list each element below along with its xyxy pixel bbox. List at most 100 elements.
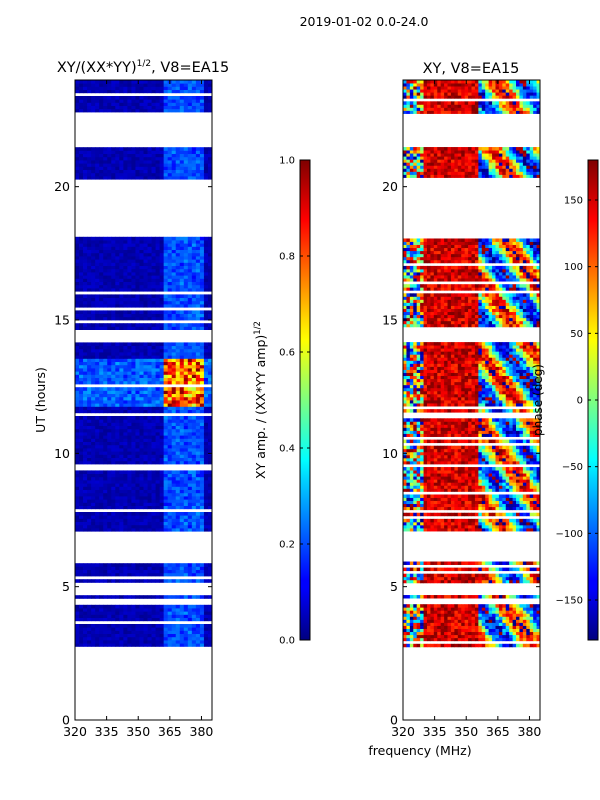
heatmap-cell bbox=[127, 390, 132, 394]
heatmap-cell bbox=[171, 416, 177, 420]
heatmap-cell bbox=[99, 438, 104, 442]
heatmap-cell bbox=[171, 428, 177, 433]
heatmap-cell bbox=[199, 640, 205, 644]
heatmap-cell bbox=[191, 316, 197, 321]
heatmap-cell bbox=[151, 457, 156, 462]
heatmap-cell bbox=[191, 617, 197, 622]
heatmap-cell bbox=[159, 569, 165, 574]
heatmap-cell bbox=[151, 627, 156, 631]
heatmap-cell bbox=[155, 473, 161, 478]
heatmap-cell bbox=[175, 288, 181, 292]
heatmap-cell bbox=[151, 528, 156, 532]
heatmap-cell bbox=[187, 454, 193, 458]
heatmap-cell bbox=[99, 480, 104, 484]
heatmap-cell bbox=[519, 518, 524, 523]
heatmap-cell bbox=[512, 616, 517, 620]
heatmap-cell bbox=[457, 524, 462, 529]
heatmap-cell bbox=[526, 567, 531, 572]
heatmap-cell bbox=[426, 619, 431, 623]
heatmap-cell bbox=[75, 246, 80, 250]
heatmap-cell bbox=[171, 400, 177, 404]
heatmap-cell bbox=[151, 249, 156, 254]
heatmap-cell bbox=[111, 406, 116, 410]
heatmap-cell bbox=[147, 297, 152, 302]
heatmap-cell bbox=[505, 634, 510, 639]
heatmap-cell bbox=[502, 625, 507, 629]
heatmap-cell bbox=[509, 567, 513, 572]
heatmap-cell bbox=[175, 304, 181, 308]
heatmap-cell bbox=[199, 265, 205, 270]
heatmap-cell bbox=[488, 622, 493, 626]
heatmap-cell bbox=[167, 153, 173, 158]
heatmap-cell bbox=[516, 613, 520, 617]
heatmap-cell bbox=[179, 470, 185, 474]
heatmap-cell bbox=[195, 153, 201, 158]
heatmap-cell bbox=[151, 518, 156, 522]
heatmap-cell bbox=[203, 636, 209, 641]
heatmap-cell bbox=[147, 595, 152, 599]
heatmap-cell bbox=[127, 236, 132, 241]
heatmap-cell bbox=[103, 374, 108, 378]
heatmap-cell bbox=[111, 172, 116, 177]
heatmap-cell bbox=[403, 561, 407, 565]
heatmap-cell bbox=[87, 496, 92, 500]
heatmap-cell bbox=[95, 611, 100, 615]
heatmap-cell bbox=[87, 457, 92, 462]
heatmap-cell bbox=[207, 150, 212, 154]
heatmap-cell bbox=[107, 265, 112, 270]
heatmap-cell bbox=[87, 438, 92, 442]
heatmap-cell bbox=[87, 569, 92, 574]
heatmap-cell bbox=[187, 147, 193, 151]
heatmap-cell bbox=[103, 368, 108, 372]
heatmap-cell bbox=[115, 604, 120, 609]
heatmap-cell bbox=[512, 518, 517, 523]
heatmap-cell bbox=[199, 105, 205, 110]
heatmap-cell bbox=[107, 617, 112, 622]
heatmap-cell bbox=[447, 610, 452, 614]
heatmap-cell bbox=[207, 83, 212, 87]
heatmap-cell bbox=[79, 460, 84, 465]
heatmap-cell bbox=[107, 288, 112, 292]
heatmap-cell bbox=[95, 486, 100, 490]
heatmap-cell bbox=[179, 380, 185, 385]
heatmap-cell bbox=[464, 634, 469, 639]
heatmap-cell bbox=[155, 387, 161, 391]
heatmap-cell bbox=[127, 246, 132, 250]
heatmap-cell bbox=[159, 160, 165, 164]
heatmap-cell bbox=[191, 505, 197, 510]
heatmap-cell bbox=[409, 628, 414, 633]
heatmap-cell bbox=[171, 374, 177, 378]
heatmap-cell bbox=[203, 105, 209, 110]
heatmap-cell bbox=[464, 631, 469, 636]
heatmap-cell bbox=[123, 422, 128, 426]
heatmap-cell bbox=[79, 355, 84, 359]
heatmap-cell bbox=[107, 387, 112, 391]
heatmap-cell bbox=[199, 473, 205, 478]
heatmap-cell bbox=[187, 99, 193, 103]
heatmap-cell bbox=[454, 637, 459, 642]
heatmap-cell bbox=[91, 259, 96, 263]
heatmap-cell bbox=[151, 489, 156, 494]
heatmap-cell bbox=[147, 435, 152, 439]
heatmap-cell bbox=[119, 236, 124, 241]
heatmap-cell bbox=[119, 611, 124, 615]
heatmap-cell bbox=[195, 460, 201, 465]
heatmap-cell bbox=[430, 619, 435, 623]
heatmap-cell bbox=[207, 396, 212, 401]
heatmap-cell bbox=[175, 102, 181, 106]
heatmap-cell bbox=[119, 617, 124, 622]
heatmap-cell bbox=[183, 627, 189, 631]
heatmap-cell bbox=[179, 108, 185, 113]
heatmap-cell bbox=[123, 608, 128, 612]
heatmap-cell bbox=[191, 496, 197, 500]
heatmap-cell bbox=[75, 409, 80, 414]
heatmap-cell bbox=[131, 400, 136, 404]
heatmap-cell bbox=[163, 579, 169, 583]
heatmap-cell bbox=[183, 569, 189, 574]
heatmap-cell bbox=[123, 566, 128, 570]
heatmap-cell bbox=[147, 614, 152, 618]
heatmap-cell bbox=[175, 438, 181, 442]
heatmap-cell bbox=[123, 240, 128, 244]
heatmap-cell bbox=[199, 249, 205, 254]
heatmap-cell bbox=[203, 348, 209, 353]
